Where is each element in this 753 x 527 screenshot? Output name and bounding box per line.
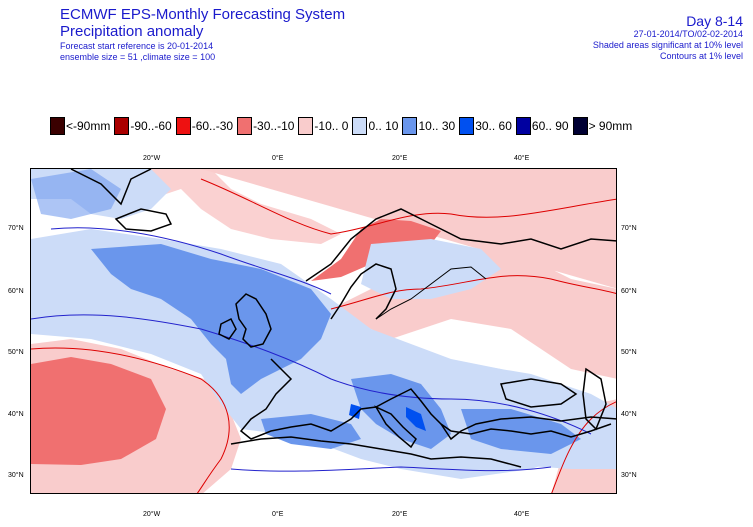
forecast-info: Forecast start reference is 20-01-2014 e… xyxy=(60,41,215,63)
legend-swatch xyxy=(50,117,65,135)
legend-swatch xyxy=(572,117,588,135)
anomaly-area-positive-strong xyxy=(261,414,361,449)
legend-swatch xyxy=(515,117,531,135)
lat-label-left: 30°N xyxy=(8,472,24,479)
legend-swatch xyxy=(352,117,368,135)
legend-swatch xyxy=(114,117,130,135)
coastline-north-africa xyxy=(230,436,522,468)
coastline-iceland xyxy=(114,208,173,232)
legend-swatch xyxy=(175,117,191,135)
coastline-norway-south xyxy=(330,263,397,320)
period-info: Day 8-14 27-01-2014/TO/02-02-2014 Shaded… xyxy=(593,13,743,62)
anomaly-area-negative xyxy=(201,169,616,379)
period-label: Day 8-14 xyxy=(686,13,743,29)
legend-swatch xyxy=(459,117,475,135)
contour-line-negative xyxy=(200,178,616,235)
contour-line-negative xyxy=(31,347,230,493)
legend-swatch xyxy=(298,117,314,135)
legend-item: 0.. 10 xyxy=(352,117,398,135)
legend-item: > 90mm xyxy=(572,117,633,135)
lat-label-left: 40°N xyxy=(8,411,24,418)
lat-label-left: 50°N xyxy=(8,349,24,356)
legend-label: > 90mm xyxy=(588,119,633,133)
coastline-caspian xyxy=(582,367,607,431)
lat-label-right: 70°N xyxy=(621,225,637,232)
legend-label: <-90mm xyxy=(66,119,111,133)
lat-label-right: 30°N xyxy=(621,472,637,479)
legend-swatch xyxy=(402,117,418,135)
lon-label-bottom: 20°W xyxy=(143,511,161,518)
coastline-baltic xyxy=(375,266,487,320)
anomaly-area-positive-max xyxy=(349,404,361,419)
legend-label: 0.. 10 xyxy=(368,119,399,133)
coastline-greece-turkey xyxy=(440,416,616,441)
lon-label-top: 20°E xyxy=(392,155,408,162)
coastline-ireland xyxy=(218,317,237,340)
coastline-black-sea xyxy=(500,378,578,408)
legend-item: 30.. 60 xyxy=(459,117,512,135)
anomaly-area-positive-max xyxy=(406,407,426,431)
contour-line-positive xyxy=(230,466,552,472)
date-range: 27-01-2014/TO/02-02-2014 xyxy=(633,29,743,39)
coastline-greenland xyxy=(70,169,152,206)
coastline-britain xyxy=(235,293,272,348)
anomaly-map[interactable] xyxy=(30,168,617,494)
legend-label: -90..-60 xyxy=(130,119,172,133)
start-reference: Forecast start reference is 20-01-2014 xyxy=(60,41,214,51)
anomaly-area-positive xyxy=(361,239,501,299)
lat-label-left: 70°N xyxy=(8,225,24,232)
legend-label: -30..-10 xyxy=(253,119,295,133)
color-legend: <-90mm -90..-60 -60..-30 -30..-10 -10.. … xyxy=(50,116,636,136)
legend-label: -60..-30 xyxy=(191,119,234,133)
chart-title: ECMWF EPS-Monthly Forecasting System Pre… xyxy=(60,6,345,40)
lat-label-right: 50°N xyxy=(621,349,637,356)
anomaly-area-positive-strong xyxy=(351,374,451,449)
lon-label-bottom: 40°E xyxy=(514,511,530,518)
legend-item: -60..-30 xyxy=(175,117,234,135)
lat-label-right: 40°N xyxy=(621,411,637,418)
coastline-italy xyxy=(374,405,417,449)
anomaly-area-positive-strong xyxy=(91,244,331,394)
ensemble-info: ensemble size = 51 ,climate size = 100 xyxy=(60,52,216,62)
title-line-1: ECMWF EPS-Monthly Forecasting System xyxy=(60,6,346,23)
anomaly-area-negative-strong xyxy=(31,357,166,465)
shaded-note: Shaded areas significant at 10% level xyxy=(592,40,743,50)
anomaly-area-positive-strong xyxy=(31,169,121,219)
coastline-scandinavia xyxy=(305,208,616,282)
legend-item: <-90mm xyxy=(50,117,110,135)
legend-label: 60.. 90 xyxy=(531,119,569,133)
contour-note: Contours at 1% level xyxy=(659,51,743,61)
map-canvas xyxy=(31,169,616,493)
legend-item: 60.. 90 xyxy=(515,117,569,135)
lat-label-left: 60°N xyxy=(8,288,24,295)
legend-label: 10.. 30 xyxy=(418,119,456,133)
contour-line-negative xyxy=(330,275,616,310)
lon-label-top: 20°W xyxy=(143,155,161,162)
lon-label-bottom: 20°E xyxy=(392,511,408,518)
lat-label-right: 60°N xyxy=(621,288,637,295)
lon-label-bottom: 0°E xyxy=(272,511,284,518)
legend-item: -30..-10 xyxy=(237,117,294,135)
lon-label-top: 0°E xyxy=(272,155,284,162)
legend-item: -90..-60 xyxy=(114,117,172,135)
legend-label: 30.. 60 xyxy=(475,119,512,133)
legend-label: -10.. 0 xyxy=(314,119,349,133)
title-line-2: Precipitation anomaly xyxy=(60,23,204,40)
contour-line-negative xyxy=(551,401,616,493)
lon-label-top: 40°E xyxy=(514,155,530,162)
legend-item: -10.. 0 xyxy=(298,117,348,135)
contour-line-positive xyxy=(31,314,592,435)
legend-swatch xyxy=(237,117,253,135)
legend-item: 10.. 30 xyxy=(402,117,455,135)
contour-line-positive xyxy=(50,227,332,295)
